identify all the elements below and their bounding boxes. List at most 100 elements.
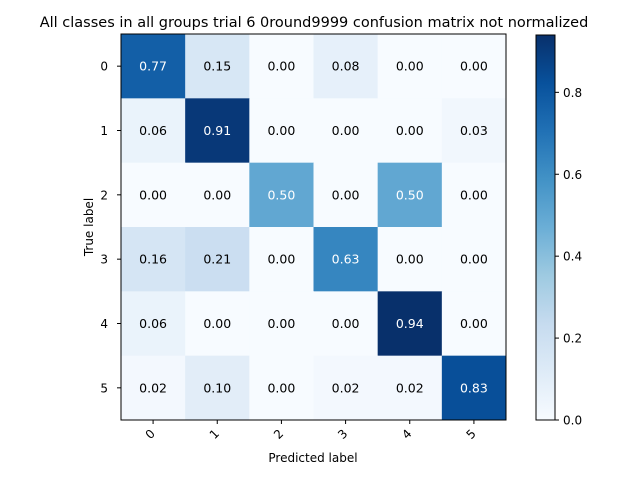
cell-value-label: 0.00: [203, 187, 231, 202]
heatmap-cell-r0-c2: [249, 34, 314, 99]
cell-value-label: 0.00: [332, 187, 360, 202]
cell-value-label: 0.00: [267, 380, 295, 395]
heatmap-cells: [121, 34, 507, 421]
y-axis-label: True label: [82, 198, 96, 257]
x-tick-label: 5: [463, 427, 478, 442]
heatmap-cell-r4-c2: [249, 291, 314, 357]
cell-value-label: 0.77: [139, 59, 167, 74]
y-tick-label: 5: [100, 381, 108, 395]
cell-value-label: 0.50: [396, 187, 424, 202]
x-tick-label: 3: [335, 427, 350, 442]
heatmap-cell-r4-c0: [121, 291, 186, 357]
cell-value-label: 0.00: [267, 316, 295, 331]
heatmap-cell-r5-c5: [441, 355, 507, 421]
heatmap-cell-r2-c2: [249, 162, 314, 228]
cell-value-label: 0.83: [460, 380, 488, 395]
heatmap-cell-r0-c5: [441, 34, 507, 99]
cell-value-label: 0.06: [139, 316, 167, 331]
cell-value-label: 0.21: [203, 252, 231, 267]
heatmap-cell-r4-c1: [185, 291, 250, 357]
cell-value-label: 0.02: [139, 380, 167, 395]
cell-value-label: 0.00: [460, 252, 488, 267]
cell-value-label: 0.00: [267, 59, 295, 74]
heatmap-cell-r5-c2: [249, 355, 314, 421]
heatmap-cell-r2-c4: [377, 162, 443, 228]
colorbar-tick-label: 0.8: [563, 86, 582, 100]
cell-value-label: 0.02: [332, 380, 360, 395]
colorbar-ticks: 0.0 0.2 0.4 0.6 0.8: [555, 86, 582, 428]
y-tick-label: 1: [100, 124, 108, 138]
heatmap-cell-r0-c1: [185, 34, 250, 99]
heatmap-cell-r1-c3: [313, 98, 379, 164]
heatmap-cell-r4-c5: [441, 291, 507, 357]
heatmap-cell-r3-c5: [441, 227, 507, 292]
y-tick-label: 2: [100, 188, 108, 202]
heatmap-cell-r3-c0: [121, 227, 186, 292]
cell-value-label: 0.00: [203, 316, 231, 331]
y-axis: 0 1 2 3 4 5: [100, 60, 121, 395]
cell-value-label: 0.02: [396, 380, 424, 395]
colorbar: [535, 34, 556, 421]
heatmap-cell-r1-c0: [121, 98, 186, 164]
cell-value-label: 0.16: [139, 252, 167, 267]
cell-value-label: 0.03: [460, 123, 488, 138]
cell-value-label: 0.63: [332, 252, 360, 267]
cell-value-label: 0.15: [203, 59, 231, 74]
x-axis: 0 1 2 3 4 5: [143, 420, 479, 442]
cell-value-label: 0.00: [460, 187, 488, 202]
cell-value-label: 0.08: [332, 59, 360, 74]
colorbar-tick-label: 0.4: [563, 250, 582, 264]
cell-value-label: 0.00: [332, 316, 360, 331]
colorbar-tick-label: 0.2: [563, 332, 582, 346]
y-tick-label: 3: [100, 253, 108, 267]
heatmap-cell-r5-c0: [121, 355, 186, 421]
heatmap-cell-r1-c5: [441, 98, 507, 164]
heatmap-cell-r0-c0: [121, 34, 186, 99]
y-tick-label: 0: [100, 60, 108, 74]
cell-value-label: 0.10: [203, 380, 231, 395]
heatmap-cell-r0-c3: [313, 34, 379, 99]
cell-value-label: 0.94: [396, 316, 424, 331]
heatmap-cell-r4-c4: [377, 291, 443, 357]
x-tick-label: 2: [271, 427, 286, 442]
heatmap-cell-r5-c1: [185, 355, 250, 421]
cell-value-label: 0.00: [139, 187, 167, 202]
cell-value-label: 0.00: [460, 59, 488, 74]
x-tick-label: 0: [143, 427, 158, 442]
cell-value-label: 0.06: [139, 123, 167, 138]
colorbar-tick-label: 0.0: [563, 414, 582, 428]
heatmap-cell-r0-c4: [377, 34, 443, 99]
plot-frame: [120, 33, 507, 421]
heatmap-cell-r5-c4: [377, 355, 443, 421]
cell-value-label: 0.00: [396, 252, 424, 267]
heatmap-cell-labels: 0.77 0.15 0.00 0.08 0.00 0.00 0.06 0.91 0.00 0.00…: [139, 59, 488, 396]
heatmap-cell-r1-c2: [249, 98, 314, 164]
heatmap-cell-r3-c4: [377, 227, 443, 292]
cell-value-label: 0.00: [267, 123, 295, 138]
heatmap-cell-r2-c1: [185, 162, 250, 228]
cell-value-label: 0.00: [460, 316, 488, 331]
cell-value-label: 0.00: [396, 59, 424, 74]
cell-value-label: 0.00: [332, 123, 360, 138]
heatmap-cell-r5-c3: [313, 355, 379, 421]
colorbar-tick-label: 0.6: [563, 168, 582, 182]
cell-value-label: 0.00: [396, 123, 424, 138]
y-tick-label: 4: [100, 317, 108, 331]
x-axis-label: Predicted label: [268, 451, 357, 465]
cell-value-label: 0.00: [267, 252, 295, 267]
heatmap-cell-r4-c3: [313, 291, 379, 357]
cell-value-label: 0.50: [267, 187, 295, 202]
heatmap-cell-r3-c1: [185, 227, 250, 292]
heatmap-cell-r2-c3: [313, 162, 379, 228]
heatmap-cell-r3-c2: [249, 227, 314, 292]
cell-value-label: 0.91: [203, 123, 231, 138]
heatmap-cell-r3-c3: [313, 227, 379, 292]
x-tick-label: 1: [207, 427, 222, 442]
heatmap-cell-r1-c4: [377, 98, 443, 164]
chart-title: All classes in all groups trial 6 0round…: [40, 15, 589, 31]
x-tick-label: 4: [399, 427, 414, 442]
heatmap-cell-r2-c0: [121, 162, 186, 228]
heatmap-cell-r1-c1: [185, 98, 250, 164]
